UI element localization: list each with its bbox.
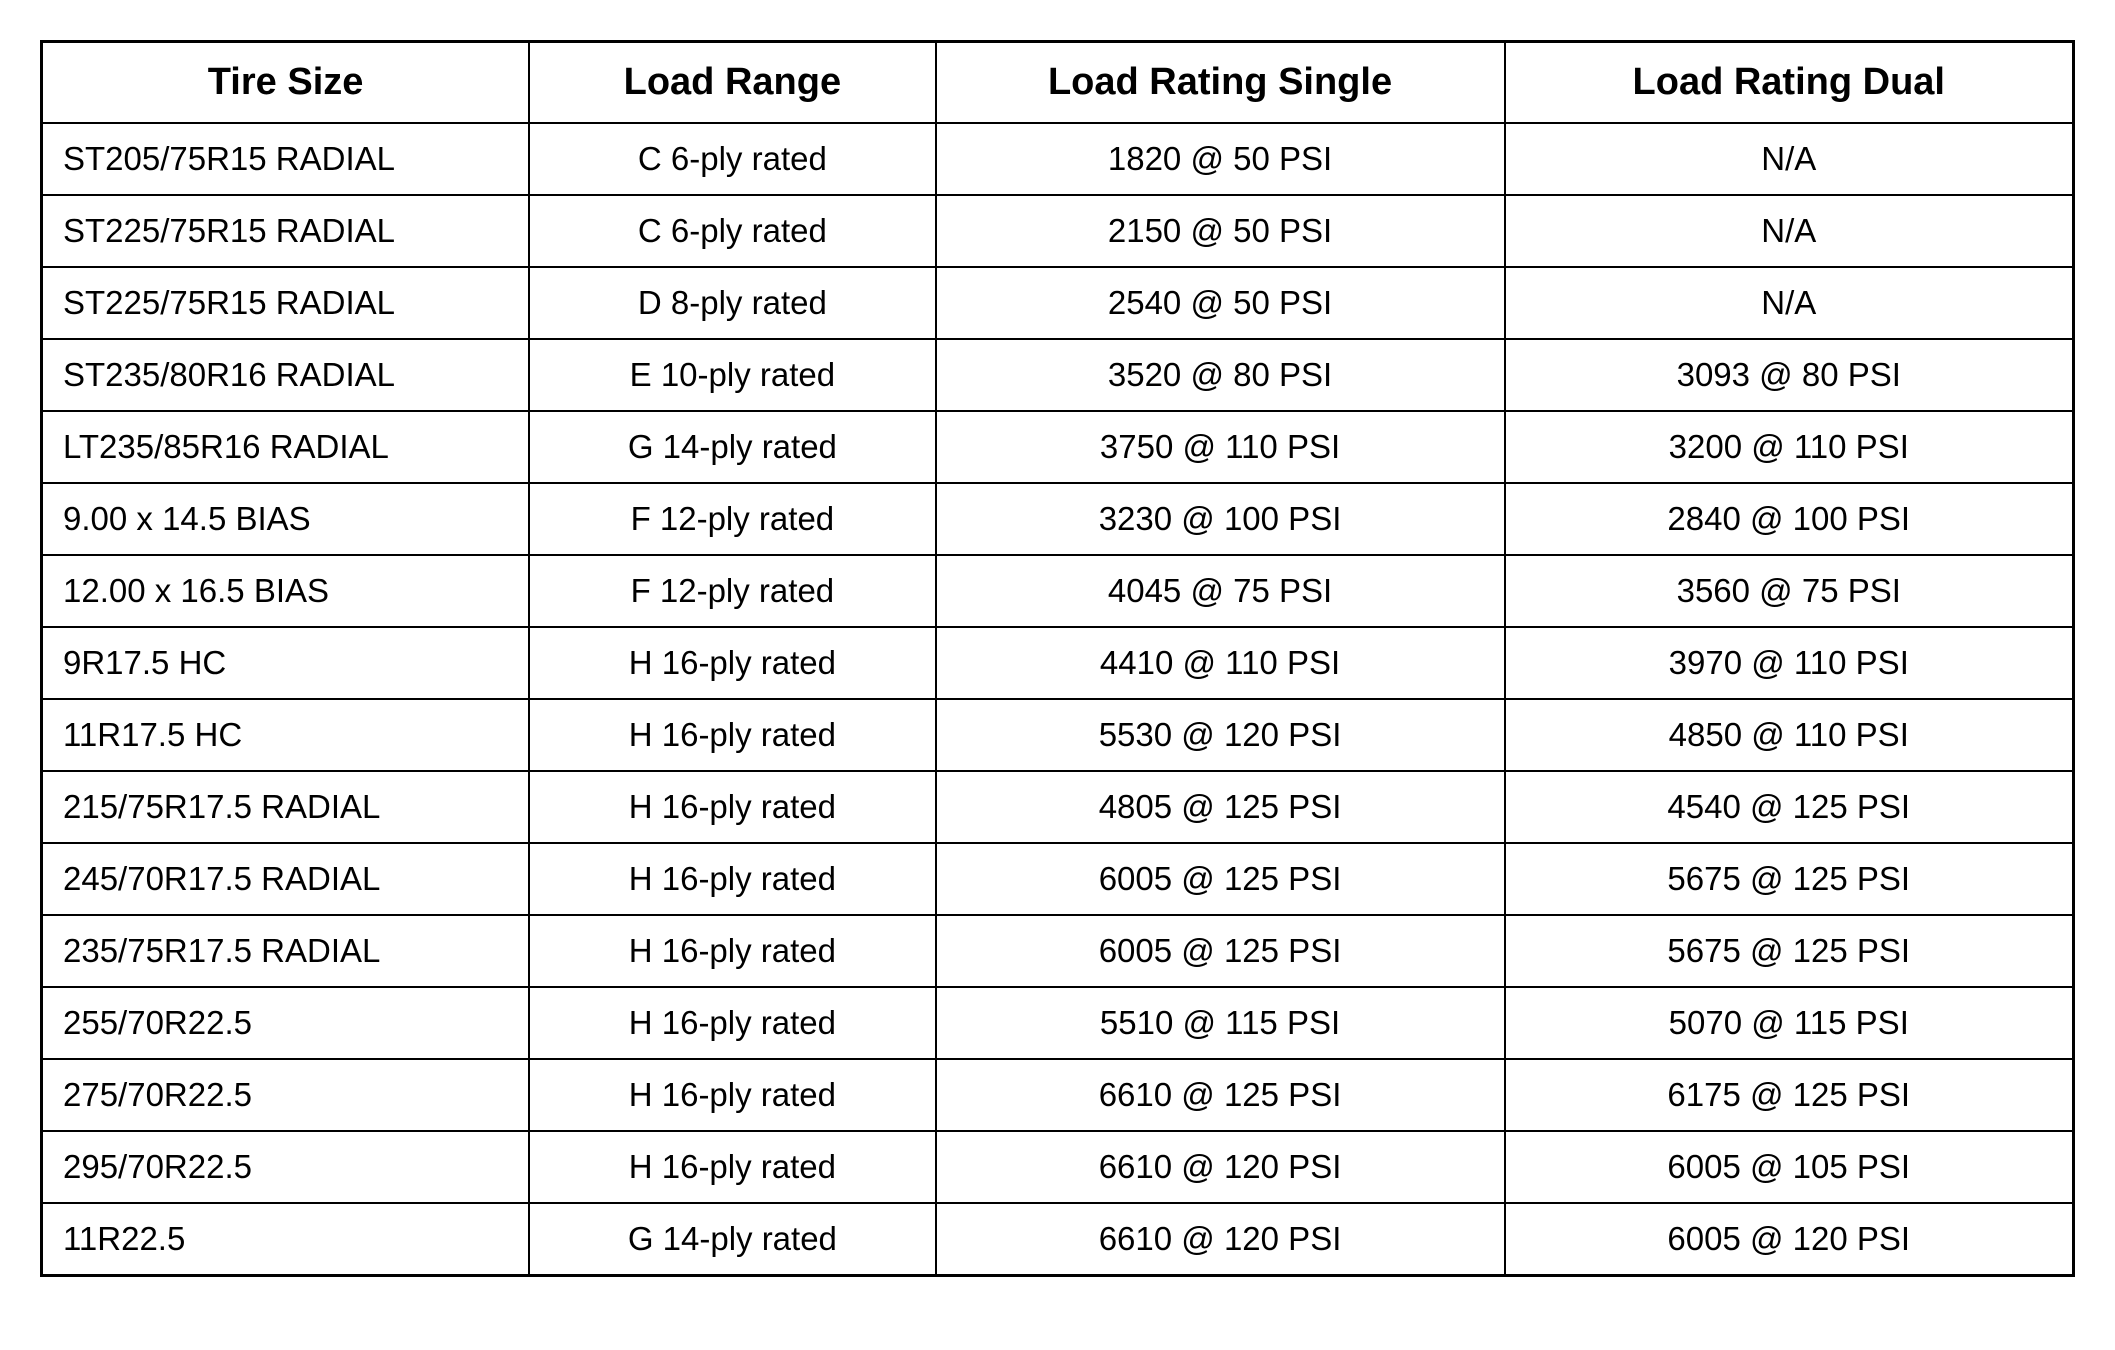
cell-load-range: H 16-ply rated	[529, 699, 935, 771]
cell-tire-size: ST225/75R15 RADIAL	[42, 195, 530, 267]
cell-load-rating-dual: 6175 @ 125 PSI	[1505, 1059, 2074, 1131]
header-tire-size: Tire Size	[42, 42, 530, 124]
cell-load-range: H 16-ply rated	[529, 771, 935, 843]
table-row: 9R17.5 HCH 16-ply rated4410 @ 110 PSI397…	[42, 627, 2074, 699]
cell-load-rating-dual: 3200 @ 110 PSI	[1505, 411, 2074, 483]
table-header: Tire Size Load Range Load Rating Single …	[42, 42, 2074, 124]
cell-load-rating-single: 4805 @ 125 PSI	[936, 771, 1505, 843]
cell-load-rating-dual: 5675 @ 125 PSI	[1505, 915, 2074, 987]
table-row: 9.00 x 14.5 BIASF 12-ply rated3230 @ 100…	[42, 483, 2074, 555]
cell-load-range: G 14-ply rated	[529, 1203, 935, 1276]
cell-tire-size: 275/70R22.5	[42, 1059, 530, 1131]
table-row: 12.00 x 16.5 BIASF 12-ply rated4045 @ 75…	[42, 555, 2074, 627]
cell-load-rating-dual: 4850 @ 110 PSI	[1505, 699, 2074, 771]
cell-load-rating-dual: N/A	[1505, 267, 2074, 339]
cell-tire-size: ST235/80R16 RADIAL	[42, 339, 530, 411]
cell-tire-size: 9R17.5 HC	[42, 627, 530, 699]
table-row: ST205/75R15 RADIALC 6-ply rated1820 @ 50…	[42, 123, 2074, 195]
cell-load-rating-single: 6005 @ 125 PSI	[936, 843, 1505, 915]
cell-tire-size: 11R22.5	[42, 1203, 530, 1276]
cell-tire-size: 295/70R22.5	[42, 1131, 530, 1203]
table-row: 295/70R22.5H 16-ply rated6610 @ 120 PSI6…	[42, 1131, 2074, 1203]
cell-load-rating-single: 4410 @ 110 PSI	[936, 627, 1505, 699]
cell-load-range: H 16-ply rated	[529, 1059, 935, 1131]
cell-load-rating-dual: N/A	[1505, 195, 2074, 267]
cell-load-rating-single: 2150 @ 50 PSI	[936, 195, 1505, 267]
cell-load-range: F 12-ply rated	[529, 555, 935, 627]
cell-load-range: F 12-ply rated	[529, 483, 935, 555]
cell-tire-size: 215/75R17.5 RADIAL	[42, 771, 530, 843]
cell-load-rating-single: 5510 @ 115 PSI	[936, 987, 1505, 1059]
table-row: ST225/75R15 RADIALD 8-ply rated2540 @ 50…	[42, 267, 2074, 339]
table-row: ST225/75R15 RADIALC 6-ply rated2150 @ 50…	[42, 195, 2074, 267]
cell-load-rating-dual: 6005 @ 105 PSI	[1505, 1131, 2074, 1203]
cell-load-rating-dual: 3093 @ 80 PSI	[1505, 339, 2074, 411]
cell-tire-size: 11R17.5 HC	[42, 699, 530, 771]
cell-load-rating-single: 2540 @ 50 PSI	[936, 267, 1505, 339]
cell-load-rating-dual: 5675 @ 125 PSI	[1505, 843, 2074, 915]
cell-load-rating-single: 3520 @ 80 PSI	[936, 339, 1505, 411]
cell-load-rating-single: 6005 @ 125 PSI	[936, 915, 1505, 987]
cell-load-range: H 16-ply rated	[529, 843, 935, 915]
cell-load-rating-dual: 3560 @ 75 PSI	[1505, 555, 2074, 627]
cell-load-rating-single: 6610 @ 125 PSI	[936, 1059, 1505, 1131]
cell-load-rating-dual: 3970 @ 110 PSI	[1505, 627, 2074, 699]
cell-load-range: D 8-ply rated	[529, 267, 935, 339]
cell-load-rating-single: 6610 @ 120 PSI	[936, 1131, 1505, 1203]
header-load-rating-single: Load Rating Single	[936, 42, 1505, 124]
table-header-row: Tire Size Load Range Load Rating Single …	[42, 42, 2074, 124]
cell-load-rating-single: 3230 @ 100 PSI	[936, 483, 1505, 555]
cell-load-range: C 6-ply rated	[529, 123, 935, 195]
cell-load-range: H 16-ply rated	[529, 987, 935, 1059]
cell-load-rating-single: 6610 @ 120 PSI	[936, 1203, 1505, 1276]
cell-load-rating-single: 5530 @ 120 PSI	[936, 699, 1505, 771]
cell-tire-size: 245/70R17.5 RADIAL	[42, 843, 530, 915]
table-row: 255/70R22.5H 16-ply rated5510 @ 115 PSI5…	[42, 987, 2074, 1059]
cell-load-range: G 14-ply rated	[529, 411, 935, 483]
cell-tire-size: 12.00 x 16.5 BIAS	[42, 555, 530, 627]
cell-tire-size: 9.00 x 14.5 BIAS	[42, 483, 530, 555]
table-row: 11R22.5G 14-ply rated6610 @ 120 PSI6005 …	[42, 1203, 2074, 1276]
table-row: 245/70R17.5 RADIALH 16-ply rated6005 @ 1…	[42, 843, 2074, 915]
table-row: 11R17.5 HCH 16-ply rated5530 @ 120 PSI48…	[42, 699, 2074, 771]
cell-load-rating-single: 1820 @ 50 PSI	[936, 123, 1505, 195]
cell-tire-size: 255/70R22.5	[42, 987, 530, 1059]
cell-load-rating-dual: N/A	[1505, 123, 2074, 195]
table-row: ST235/80R16 RADIALE 10-ply rated3520 @ 8…	[42, 339, 2074, 411]
cell-load-range: H 16-ply rated	[529, 627, 935, 699]
cell-tire-size: ST225/75R15 RADIAL	[42, 267, 530, 339]
cell-load-range: C 6-ply rated	[529, 195, 935, 267]
cell-load-rating-dual: 5070 @ 115 PSI	[1505, 987, 2074, 1059]
cell-load-range: E 10-ply rated	[529, 339, 935, 411]
cell-load-range: H 16-ply rated	[529, 1131, 935, 1203]
table-row: 275/70R22.5H 16-ply rated6610 @ 125 PSI6…	[42, 1059, 2074, 1131]
header-load-rating-dual: Load Rating Dual	[1505, 42, 2074, 124]
table-row: LT235/85R16 RADIALG 14-ply rated3750 @ 1…	[42, 411, 2074, 483]
cell-tire-size: LT235/85R16 RADIAL	[42, 411, 530, 483]
cell-load-rating-single: 4045 @ 75 PSI	[936, 555, 1505, 627]
table-row: 215/75R17.5 RADIALH 16-ply rated4805 @ 1…	[42, 771, 2074, 843]
table-row: 235/75R17.5 RADIALH 16-ply rated6005 @ 1…	[42, 915, 2074, 987]
cell-tire-size: ST205/75R15 RADIAL	[42, 123, 530, 195]
cell-load-range: H 16-ply rated	[529, 915, 935, 987]
table-body: ST205/75R15 RADIALC 6-ply rated1820 @ 50…	[42, 123, 2074, 1276]
cell-tire-size: 235/75R17.5 RADIAL	[42, 915, 530, 987]
cell-load-rating-single: 3750 @ 110 PSI	[936, 411, 1505, 483]
cell-load-rating-dual: 6005 @ 120 PSI	[1505, 1203, 2074, 1276]
header-load-range: Load Range	[529, 42, 935, 124]
cell-load-rating-dual: 4540 @ 125 PSI	[1505, 771, 2074, 843]
tire-load-table: Tire Size Load Range Load Rating Single …	[40, 40, 2075, 1277]
cell-load-rating-dual: 2840 @ 100 PSI	[1505, 483, 2074, 555]
